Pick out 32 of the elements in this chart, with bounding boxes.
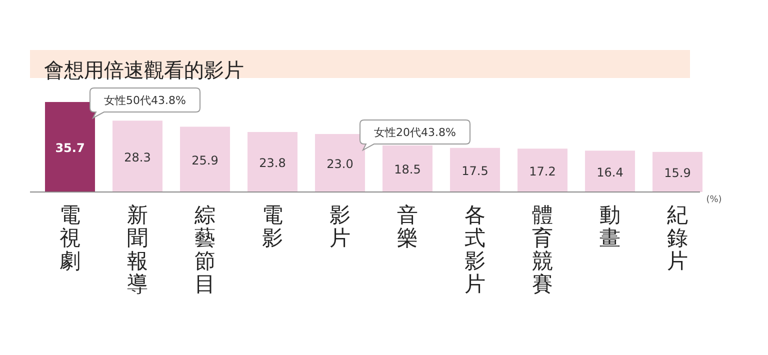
data-label: 17.5 xyxy=(462,164,488,178)
x-tick-label: 紀錄片 xyxy=(667,203,688,273)
x-tick-label: 體育競賽 xyxy=(532,203,553,296)
data-label: 28.3 xyxy=(124,150,151,164)
data-label: 15.9 xyxy=(664,166,691,180)
x-tick-label: 電視劇 xyxy=(60,203,80,273)
bar xyxy=(585,150,635,192)
x-tick-label: 電影 xyxy=(262,203,283,250)
annotation: 女性20代43.8% xyxy=(374,126,456,140)
chart-title: 會想用倍速觀看的影片 xyxy=(44,58,244,82)
data-label: 23.8 xyxy=(259,156,286,170)
bar xyxy=(45,102,95,192)
data-label: 16.4 xyxy=(596,165,624,180)
x-tick-label: 動畫 xyxy=(600,203,620,250)
x-tick-label: 綜藝節目 xyxy=(194,203,216,296)
bar xyxy=(518,148,568,192)
x-tick-label: 新聞報導 xyxy=(127,203,148,296)
data-label: 23.0 xyxy=(326,157,354,172)
bar xyxy=(248,132,298,192)
bar xyxy=(450,148,500,192)
data-label: 17.2 xyxy=(529,164,556,178)
annotation: 女性50代43.8% xyxy=(104,94,186,107)
data-label: 25.9 xyxy=(192,153,218,168)
bar xyxy=(180,126,230,192)
bar xyxy=(652,152,702,192)
data-label: 35.7 xyxy=(55,141,85,155)
bar xyxy=(315,134,365,192)
x-tick-label: 各式影片 xyxy=(464,203,486,296)
x-tick-label: 音樂 xyxy=(397,203,418,250)
text: (%) xyxy=(706,195,722,205)
data-label: 18.5 xyxy=(394,162,421,177)
x-tick-label: 影片 xyxy=(330,203,350,250)
